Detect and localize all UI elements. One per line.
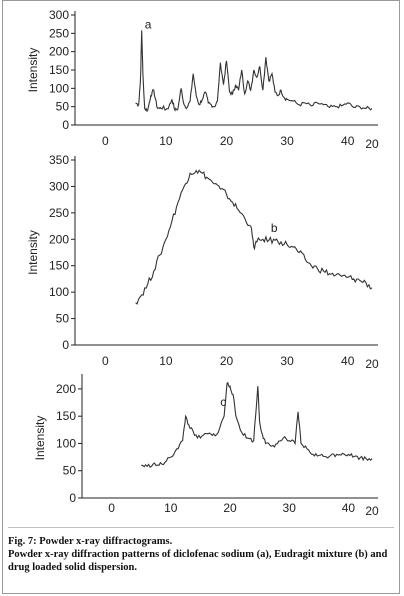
x-tick-label: 40: [341, 354, 355, 368]
y-tick-label: 50: [56, 312, 70, 326]
x-tick-label: 20: [220, 354, 234, 368]
series-line: [135, 169, 373, 305]
y-tick-label: 150: [49, 259, 69, 273]
y-tick-label: 250: [49, 206, 69, 220]
y-tick-label: 0: [62, 118, 69, 132]
y-tick-label: 300: [49, 8, 69, 22]
series-line: [135, 30, 373, 113]
x-tick-label: 30: [280, 134, 294, 148]
caption-rule: [8, 527, 394, 528]
x-tick-label: 0: [108, 501, 115, 515]
x-tick-label: 40: [342, 501, 356, 515]
x-axis-label: 20: [365, 504, 379, 518]
diffractogram-figure: 0 50 100 150 200 250 300 0 10 20 30 40 20 Intensity a 0…: [26, 8, 379, 518]
y-tick-label: 0: [69, 491, 76, 505]
y-tick-label: 100: [56, 436, 76, 450]
y-tick-label: 50: [56, 100, 70, 114]
x-axis-label: 20: [365, 137, 379, 151]
y-axis-label: Intensity: [33, 416, 47, 461]
y-tick-label: 200: [49, 45, 69, 59]
x-tick-label: 30: [280, 354, 294, 368]
y-tick-label: 300: [49, 179, 69, 193]
y-axis-label: Intensity: [26, 48, 40, 93]
x-tick-label: 30: [283, 501, 297, 515]
caption-title: Fig. 7: Powder x-ray diffractograms.: [8, 536, 173, 547]
x-tick-label: 10: [159, 354, 173, 368]
series-line: [141, 381, 373, 468]
caption-text: Powder x-ray diffraction patterns of dic…: [8, 549, 388, 573]
x-tick-label: 0: [102, 134, 109, 148]
y-tick-label: 50: [63, 464, 77, 478]
x-tick-label: 40: [341, 134, 355, 148]
panel-label: c: [220, 395, 226, 409]
x-tick-label: 10: [159, 134, 173, 148]
y-tick-label: 350: [49, 153, 69, 167]
y-tick-label: 150: [56, 409, 76, 423]
x-tick-label: 0: [102, 354, 109, 368]
x-tick-label: 20: [220, 134, 234, 148]
y-tick-label: 200: [56, 382, 76, 396]
x-tick-label: 20: [223, 501, 237, 515]
y-tick-label: 250: [49, 26, 69, 40]
figure-caption: Fig. 7: Powder x-ray diffractograms. Pow…: [8, 535, 398, 574]
y-tick-label: 150: [49, 63, 69, 77]
x-tick-label: 10: [164, 501, 178, 515]
panel-label: a: [145, 17, 152, 31]
y-tick-label: 100: [49, 81, 69, 95]
y-tick-label: 0: [62, 338, 69, 352]
y-tick-label: 200: [49, 232, 69, 246]
y-axis-label: Intensity: [26, 230, 40, 275]
x-axis-label: 20: [365, 357, 379, 371]
panel-label: b: [271, 221, 278, 235]
y-tick-label: 100: [49, 285, 69, 299]
